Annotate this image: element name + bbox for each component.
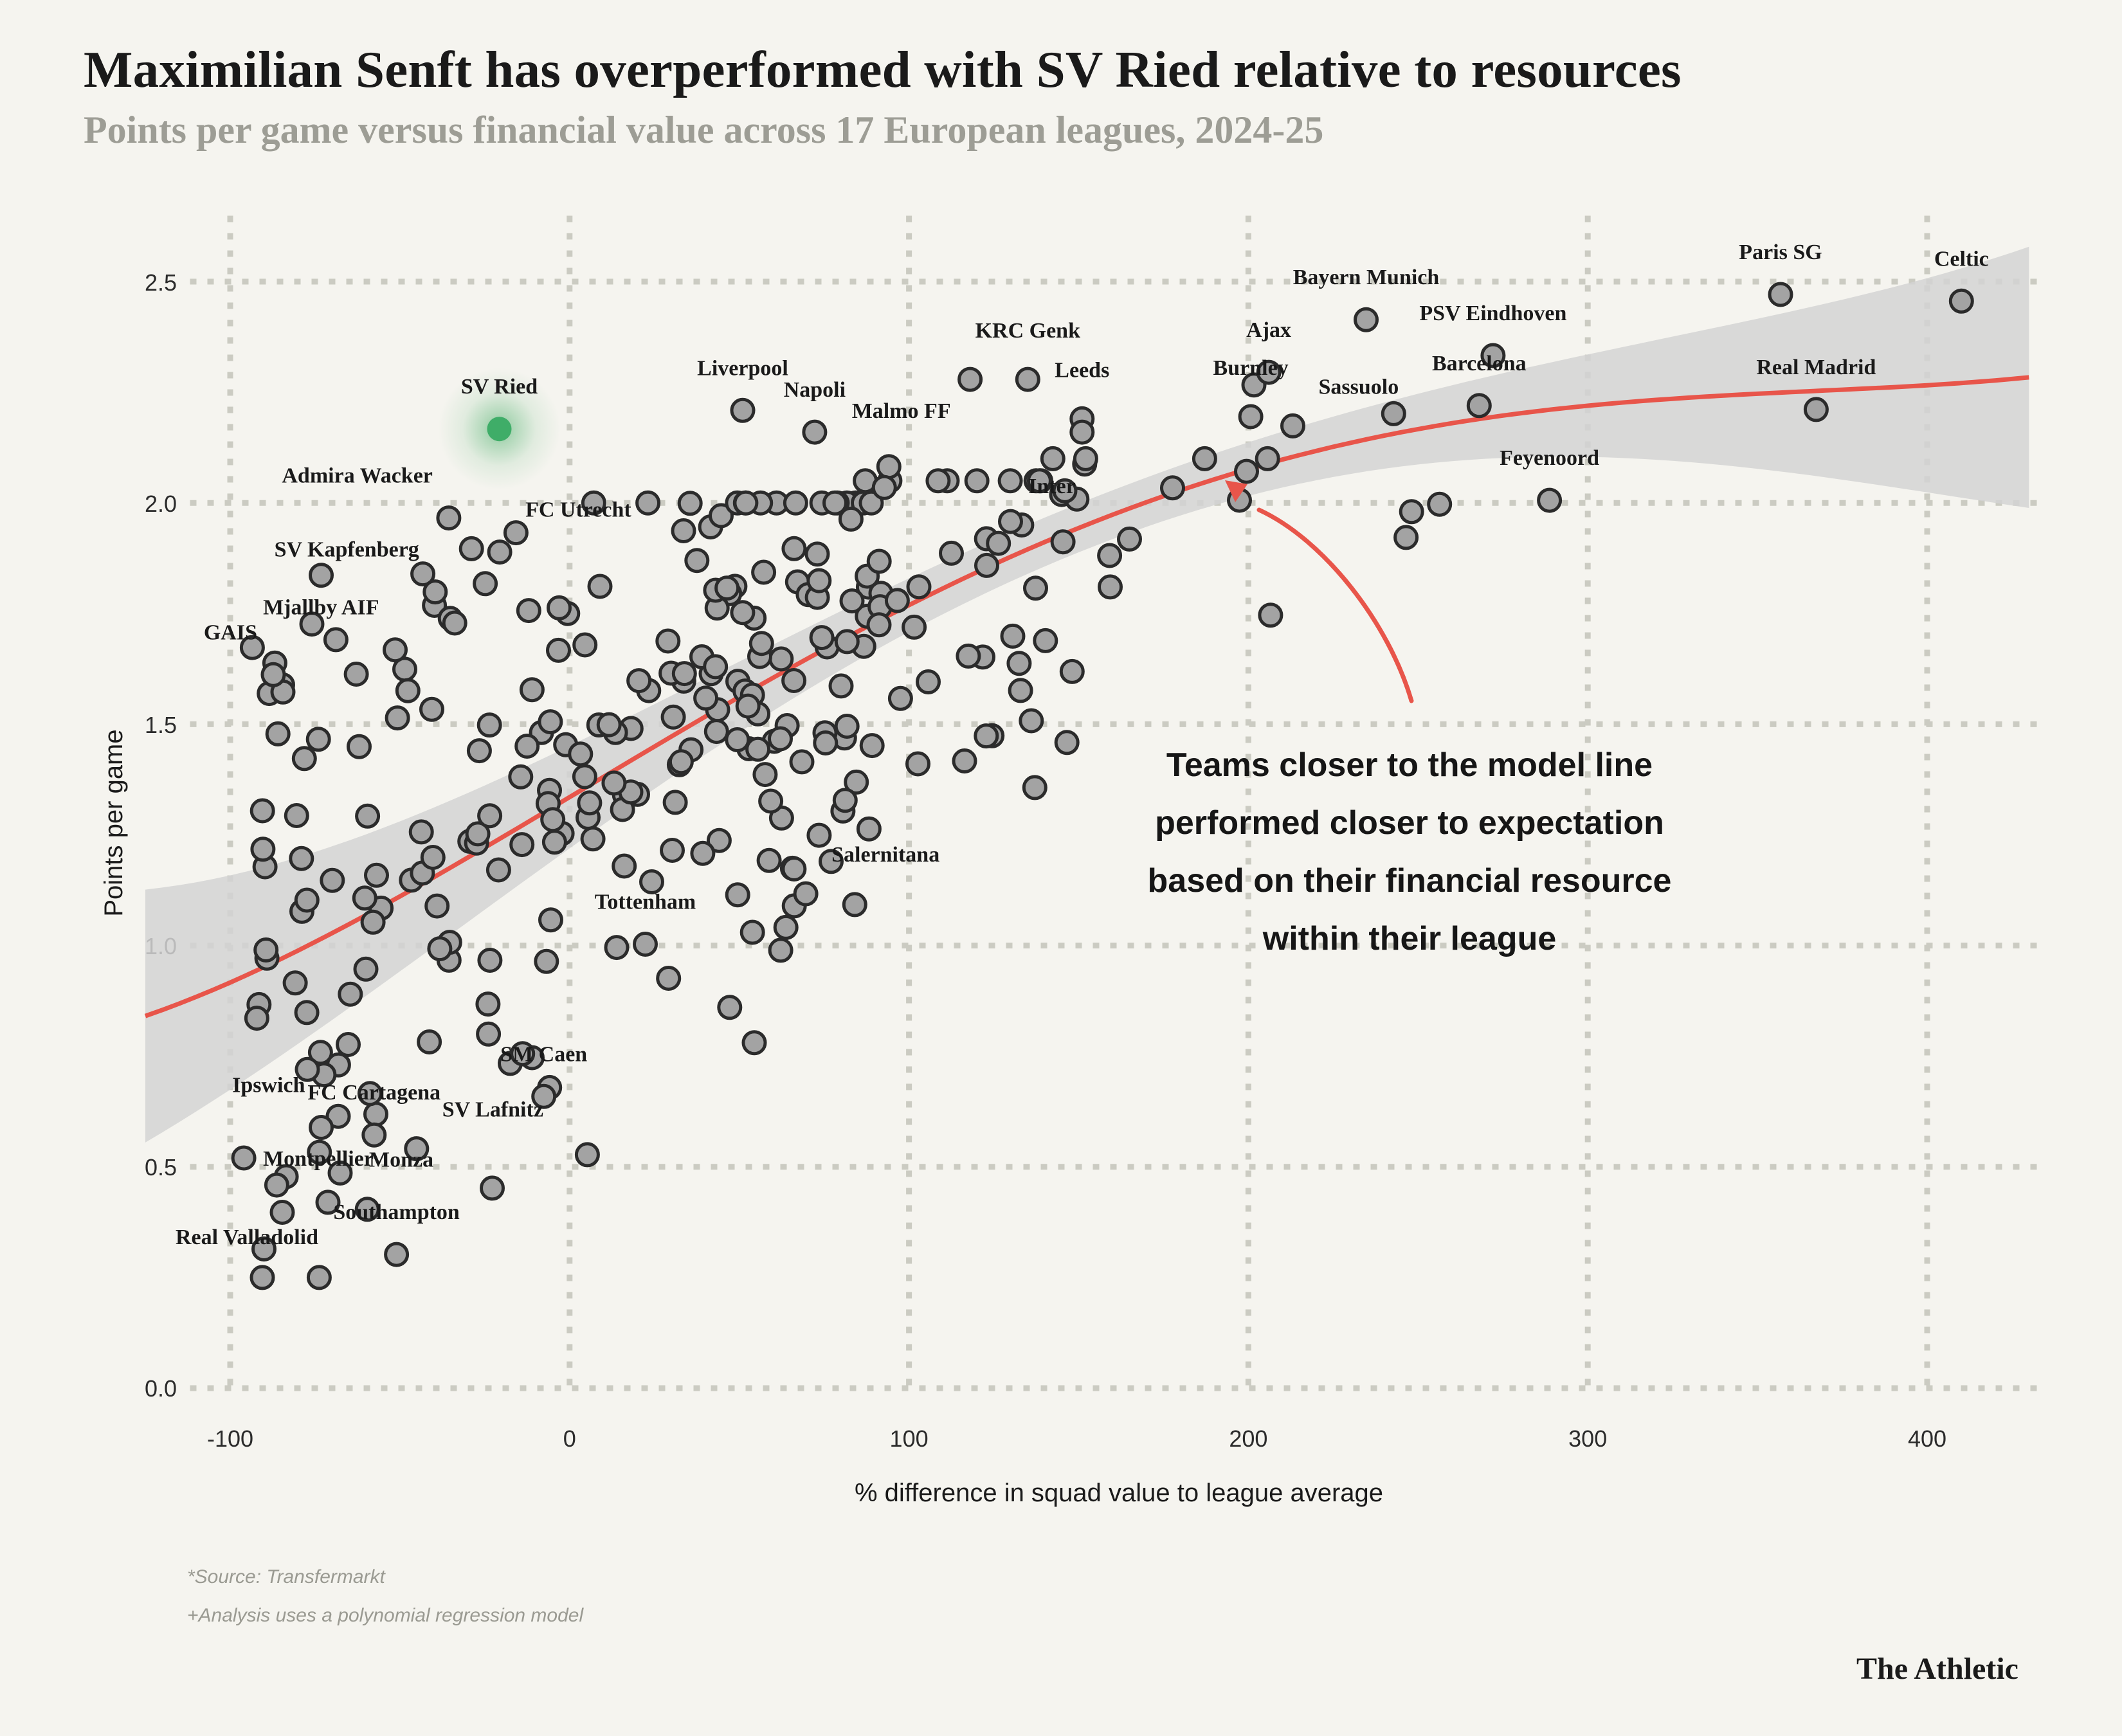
svg-text:Teams closer to the model line: Teams closer to the model line <box>1166 746 1653 784</box>
svg-text:based on their financial resou: based on their financial resource <box>1148 862 1672 900</box>
svg-text:performed closer to expectatio: performed closer to expectation <box>1155 804 1664 842</box>
svg-text:within their league: within their league <box>1262 920 1557 957</box>
